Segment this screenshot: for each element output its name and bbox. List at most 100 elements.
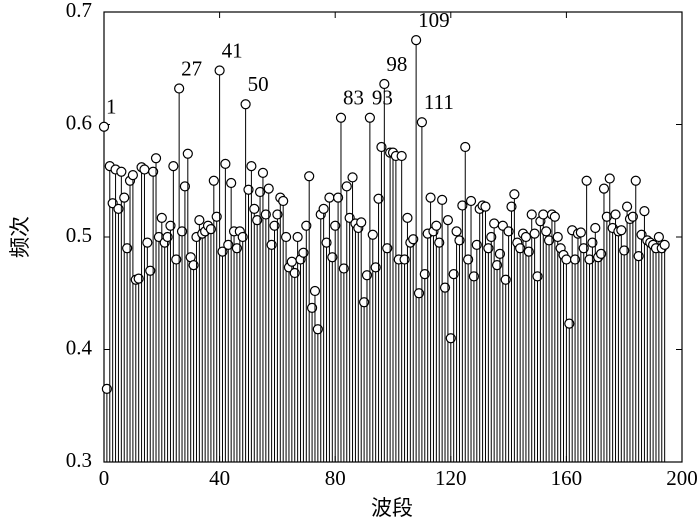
stem-marker: [269, 220, 280, 231]
stem-marker: [515, 243, 526, 254]
stem-marker: [179, 181, 191, 192]
stem-marker: [509, 189, 520, 200]
stem-marker: [335, 112, 347, 123]
stem-marker: [526, 209, 537, 220]
stem-marker: [402, 212, 413, 223]
stem-marker: [471, 239, 482, 250]
stem-marker: [448, 269, 459, 280]
annotation: 27: [181, 56, 202, 80]
stem-marker: [439, 282, 451, 293]
stem-marker: [231, 243, 243, 254]
stem-marker: [411, 35, 422, 46]
stem-marker: [278, 195, 289, 207]
stem-marker: [171, 254, 182, 265]
stem-marker: [373, 193, 384, 204]
stem-marker: [376, 141, 387, 153]
stem-marker: [489, 218, 500, 229]
stem-marker: [292, 231, 303, 243]
stem-marker: [506, 201, 517, 212]
stem-marker: [451, 226, 462, 237]
stem-marker: [156, 212, 167, 223]
stem-marker: [127, 170, 138, 181]
x-tick-label: 40: [209, 466, 230, 490]
stem-marker: [630, 175, 641, 186]
stem-marker: [332, 192, 344, 203]
stem-marker: [176, 226, 188, 237]
stem-marker: [168, 161, 179, 172]
stem-marker: [500, 274, 511, 285]
stem-marker: [150, 153, 162, 164]
stem-marker: [301, 220, 312, 231]
stem-marker: [327, 252, 338, 263]
stem-marker: [480, 201, 491, 212]
y-tick-label: 0.4: [66, 335, 93, 359]
stem-marker: [359, 297, 370, 308]
stem-marker: [442, 215, 454, 226]
x-tick-label: 120: [435, 466, 467, 490]
stem-marker: [98, 121, 110, 132]
annotation: 83: [343, 86, 364, 110]
stem-marker: [266, 239, 277, 250]
stem-marker: [431, 220, 442, 231]
stem-marker: [142, 237, 153, 248]
stem-marker: [263, 183, 274, 194]
stem-marker: [214, 65, 225, 76]
stem-marker: [188, 260, 199, 271]
stem-marker: [208, 175, 219, 186]
stem-marker: [463, 254, 474, 265]
stem-marker: [561, 254, 572, 265]
stem-marker: [338, 263, 349, 274]
stem-marker: [356, 217, 367, 228]
stem-marker: [217, 246, 228, 257]
stem-marker: [211, 211, 222, 222]
stem-marker: [223, 239, 234, 250]
annotation: 41: [222, 38, 243, 62]
stem-marker: [552, 231, 563, 243]
stem-marker: [590, 222, 601, 234]
stem-marker: [419, 269, 430, 280]
stem-marker: [330, 220, 341, 231]
stem-marker: [341, 181, 352, 192]
stem-marker: [312, 324, 323, 335]
stem-marker: [520, 231, 532, 243]
stem-marker: [503, 226, 514, 237]
y-tick-label: 0.6: [66, 110, 92, 134]
stem-marker: [220, 158, 231, 169]
x-tick-label: 200: [666, 466, 698, 490]
stem-marker: [541, 226, 552, 237]
y-tick-label: 0.3: [66, 448, 92, 472]
stem-marker: [162, 231, 173, 243]
stem-marker: [306, 302, 318, 313]
x-tick-label: 160: [551, 466, 583, 490]
stem-marker: [549, 211, 560, 222]
stem-marker: [318, 203, 329, 214]
y-tick-label: 0.5: [66, 223, 92, 247]
stem-marker: [272, 209, 283, 220]
stem-marker: [240, 99, 251, 110]
stem-marker: [468, 271, 480, 282]
stem-marker: [587, 237, 598, 248]
stem-marker: [627, 211, 638, 222]
stem-marker: [581, 175, 592, 186]
stem-marker: [454, 235, 465, 246]
annotation: 1: [106, 95, 117, 119]
stem-marker: [321, 237, 332, 248]
stem-marker: [116, 166, 127, 177]
stem-marker: [367, 229, 378, 240]
x-axis-label: 波段: [371, 496, 413, 520]
stem-marker: [243, 184, 254, 195]
stem-marker: [575, 227, 586, 238]
stem-marker: [280, 231, 292, 243]
stem-marker: [286, 256, 297, 267]
y-tick-label: 0.7: [66, 0, 92, 22]
stem-marker: [304, 171, 315, 182]
stem-marker: [145, 265, 156, 276]
stem-marker: [416, 117, 427, 128]
stem-marker: [543, 235, 555, 246]
stem-marker: [610, 209, 621, 220]
stem-marker: [182, 148, 193, 159]
stem-marker: [465, 195, 477, 207]
stem-marker: [460, 141, 471, 153]
stem-marker: [486, 231, 497, 243]
stem-marker: [260, 209, 271, 220]
